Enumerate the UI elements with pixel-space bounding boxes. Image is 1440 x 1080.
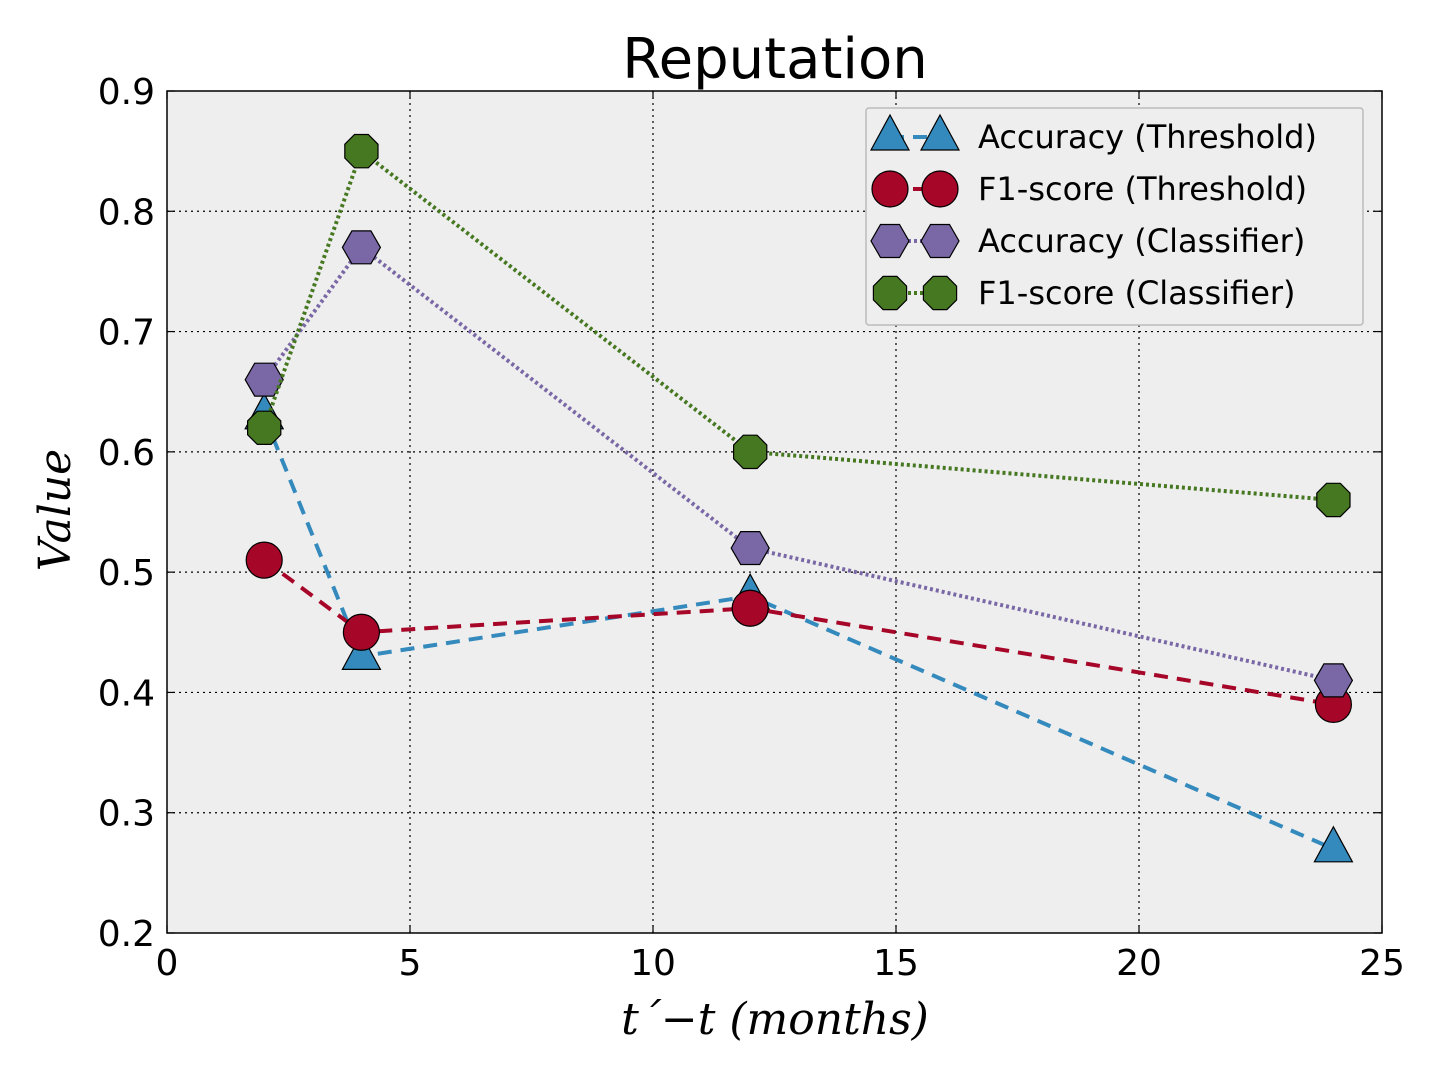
series-line (262, 147, 1334, 502)
series-layer (244, 133, 1354, 863)
x-tick-label: 15 (873, 943, 919, 984)
x-axis-label: t´−t (months) (621, 994, 929, 1045)
data-point (1316, 482, 1351, 518)
plot-frame (166, 90, 1383, 934)
y-tick-label: 0.6 (98, 433, 155, 474)
legend-marker (870, 223, 910, 259)
legend-marker (920, 223, 960, 259)
x-tick-label: 0 (156, 943, 179, 984)
legend-box (865, 107, 1364, 326)
legend-label: Accuracy (Classifier) (978, 222, 1305, 260)
data-point (247, 410, 282, 445)
y-tick-label: 0.5 (98, 553, 155, 594)
y-tick-label: 0.8 (98, 192, 155, 233)
data-point (341, 633, 382, 670)
legend-marker (871, 170, 909, 208)
legend-entry: F1-score (Threshold) (871, 170, 1307, 208)
data-point (730, 530, 770, 566)
data-point (244, 362, 284, 397)
legend-label: F1-score (Classifier) (978, 274, 1296, 312)
series-f1-score-classifier (247, 133, 1351, 518)
legend-marker (919, 113, 961, 151)
y-tick-label: 0.4 (98, 673, 155, 714)
legend-entry: Accuracy (Threshold) (869, 113, 1317, 156)
data-point (1313, 663, 1354, 698)
y-tick-label: 0.3 (98, 794, 155, 835)
legend-marker (921, 170, 959, 208)
data-point (245, 541, 283, 579)
data-point (732, 434, 768, 470)
legend-entry: Accuracy (Classifier) (870, 222, 1305, 260)
data-point (1313, 825, 1354, 863)
data-point (342, 613, 380, 651)
x-tick-label: 20 (1116, 943, 1162, 984)
legend-marker (872, 275, 908, 311)
y-axis-label: Value (30, 449, 81, 571)
chart-title: Reputation (622, 27, 927, 92)
legend: Accuracy (Threshold) F1-score (Threshold)… (865, 107, 1364, 326)
legend-marker (869, 113, 911, 151)
data-point (731, 589, 769, 627)
series-line (262, 415, 1335, 851)
x-tick-label: 10 (630, 943, 676, 984)
grid (167, 91, 1382, 933)
legend-marker (922, 275, 958, 311)
y-tick-label: 0.2 (98, 914, 155, 955)
legend-label: Accuracy (Threshold) (978, 118, 1317, 156)
x-tick-label: 25 (1359, 943, 1405, 984)
data-point (341, 230, 382, 265)
legend-entry: F1-score (Classifier) (872, 274, 1296, 312)
legend-label: F1-score (Threshold) (978, 170, 1307, 208)
y-tick-label: 0.7 (98, 313, 155, 354)
series-line (263, 558, 1334, 707)
series-accuracy-classifier (244, 230, 1354, 698)
ticks: 0 5 10 15 20 25 0.2 0.3 0.4 0.5 0.6 0.7 0.8 0.9 (98, 72, 1405, 984)
x-tick-label: 5 (399, 943, 422, 984)
series-line (262, 244, 1334, 683)
data-point (344, 133, 379, 169)
y-tick-label: 0.9 (98, 72, 155, 113)
